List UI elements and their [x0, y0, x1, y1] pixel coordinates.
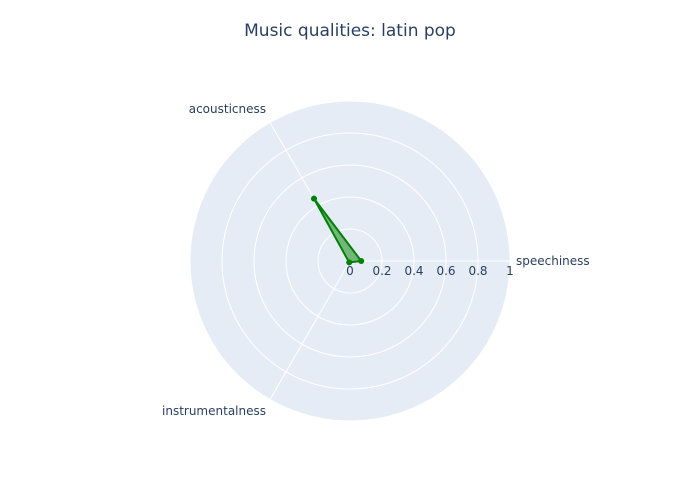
radial-tick-label: 0.4 [404, 264, 423, 278]
radial-tick-label: 1 [506, 264, 514, 278]
radial-tick-label: 0 [346, 264, 354, 278]
radial-tick-label: 0.2 [372, 264, 391, 278]
radial-tick-label: 0.8 [468, 264, 487, 278]
series-point-speechiness[interactable] [358, 258, 365, 264]
angular-axis-labels: speechiness acousticness instrumentalness [162, 102, 590, 418]
polar-grid [189, 100, 511, 422]
axis-label-acousticness: acousticness [189, 102, 266, 116]
axis-label-speechiness: speechiness [516, 254, 590, 268]
radial-tick-labels: 0 0.2 0.4 0.6 0.8 1 [346, 264, 514, 278]
grid-spoke [269, 260, 351, 400]
series-point-instrumentalness[interactable] [346, 259, 353, 266]
axis-label-instrumentalness: instrumentalness [162, 404, 266, 418]
series-area [313, 197, 363, 264]
series-point-acousticness[interactable] [311, 195, 317, 202]
series-layer [311, 195, 365, 266]
chart-title: Music qualities: latin pop [244, 21, 456, 41]
radial-tick-label: 0.6 [436, 264, 455, 278]
